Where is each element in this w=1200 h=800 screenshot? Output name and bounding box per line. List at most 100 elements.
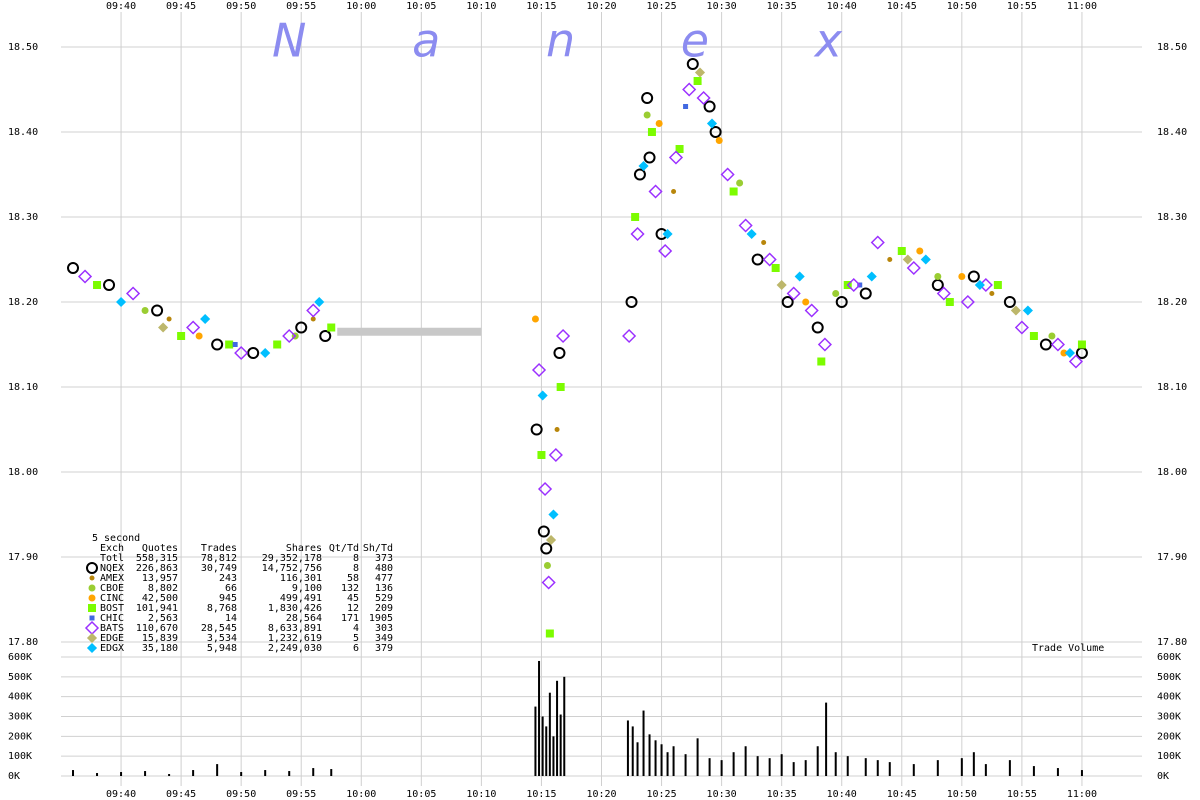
- trade-point: [846, 277, 861, 293]
- volume-bar: [864, 758, 867, 776]
- trade-point: [531, 362, 547, 378]
- x-tick-label: 09:40: [106, 1, 136, 12]
- y-tick-label: 18.40: [8, 127, 38, 138]
- y-tick-label: 18.00: [1157, 467, 1187, 478]
- trade-point: [630, 226, 645, 242]
- volume-bar: [552, 736, 555, 776]
- legend-cell: 30,749: [201, 563, 237, 574]
- x-tick-label: 10:30: [707, 1, 737, 12]
- trade-point: [641, 92, 654, 104]
- volume-bar: [144, 771, 147, 776]
- legend-cell: 3,534: [207, 633, 237, 644]
- volume-bar: [192, 770, 195, 776]
- x-tick-label: 10:00: [346, 789, 376, 800]
- volume-bar: [1008, 760, 1011, 776]
- trade-point: [625, 296, 638, 308]
- volume-bar: [1032, 766, 1035, 776]
- y-tick-label: 17.90: [1157, 552, 1187, 563]
- y-tick-label: 500K: [8, 672, 32, 683]
- trade-point: [658, 243, 673, 259]
- trade-point: [958, 273, 966, 280]
- trade-point: [633, 168, 646, 181]
- x-tick-label: 10:20: [586, 1, 616, 12]
- legend-cell: 29,352,178: [262, 553, 322, 564]
- legend-cell: 101,941: [136, 603, 178, 614]
- x-tick-label: 10:05: [406, 789, 436, 800]
- trade-point: [902, 254, 913, 265]
- trade-point: [537, 390, 548, 401]
- volume-bar: [563, 676, 566, 776]
- legend-header: Sh/Td: [363, 543, 393, 554]
- legend-cell: 6: [353, 643, 359, 654]
- trade-point: [1068, 354, 1083, 369]
- volume-bar: [804, 760, 807, 776]
- trade-point: [282, 328, 297, 344]
- trade-point: [260, 347, 271, 359]
- volume-bar: [559, 714, 562, 776]
- legend-cell: 2,563: [148, 613, 178, 624]
- volume-bar: [708, 758, 711, 776]
- volume-bar: [912, 764, 915, 776]
- legend-cell: 226,863: [136, 563, 178, 574]
- legend-cell: 1,232,619: [268, 633, 322, 644]
- legend-cell: 945: [219, 593, 237, 604]
- trade-point: [554, 427, 560, 432]
- x-tick-label: 10:45: [887, 1, 917, 12]
- volume-bar: [684, 754, 687, 776]
- x-tick-label: 09:55: [286, 1, 316, 12]
- volume-bar: [720, 760, 723, 776]
- y-tick-label: 200K: [1157, 731, 1181, 742]
- y-tick-label: 18.00: [8, 467, 38, 478]
- legend-cell: 28,545: [201, 623, 237, 634]
- y-tick-label: 400K: [1157, 692, 1181, 703]
- trade-point: [93, 281, 102, 289]
- trade-point: [631, 213, 640, 221]
- x-tick-label: 10:35: [767, 789, 797, 800]
- trade-point: [802, 298, 810, 306]
- y-tick-label: 200K: [8, 731, 32, 742]
- legend-marker: [86, 562, 98, 574]
- volume-bar: [545, 726, 548, 776]
- legend-cell: 136: [375, 583, 393, 594]
- volume-bar: [538, 660, 541, 776]
- x-tick-label: 11:00: [1067, 789, 1097, 800]
- x-tick-label: 09:45: [166, 789, 196, 800]
- volume-bar: [168, 774, 171, 776]
- legend-cell: 110,670: [136, 623, 178, 634]
- trade-point: [141, 307, 149, 314]
- legend-cell: 529: [375, 593, 393, 604]
- legend-cell: 5,948: [207, 643, 237, 654]
- trade-point: [543, 562, 551, 569]
- trade-point: [273, 340, 282, 349]
- trade-point: [200, 313, 211, 325]
- trade-point: [736, 179, 744, 187]
- legend-marker: [86, 632, 98, 644]
- trade-point: [556, 328, 571, 344]
- trade-point: [675, 145, 684, 153]
- volume-bar: [626, 720, 629, 776]
- volume-bar: [816, 746, 819, 776]
- trade-point: [648, 184, 663, 199]
- trade-point: [151, 304, 164, 317]
- trade-point: [530, 423, 543, 436]
- x-tick-label: 10:20: [586, 789, 616, 800]
- trade-point: [1064, 347, 1075, 359]
- trade-point: [693, 77, 702, 85]
- legend-cell: 8: [353, 553, 359, 564]
- trade-point: [720, 167, 735, 182]
- volume-title: Trade Volume: [1032, 643, 1104, 654]
- trade-point: [993, 281, 1002, 289]
- volume-bar: [696, 738, 699, 776]
- trade-point: [960, 294, 975, 310]
- trade-point: [682, 82, 697, 97]
- trade-point: [115, 296, 127, 308]
- volume-bar: [548, 692, 551, 776]
- trade-point: [967, 270, 980, 283]
- legend-label: CBOE: [100, 583, 124, 594]
- legend-cell: 8,768: [207, 603, 237, 614]
- legend-cell: 28,564: [286, 613, 322, 624]
- legend-label: CHIC: [100, 613, 124, 624]
- trade-point: [556, 383, 565, 391]
- legend-cell: 8,633,891: [268, 623, 322, 634]
